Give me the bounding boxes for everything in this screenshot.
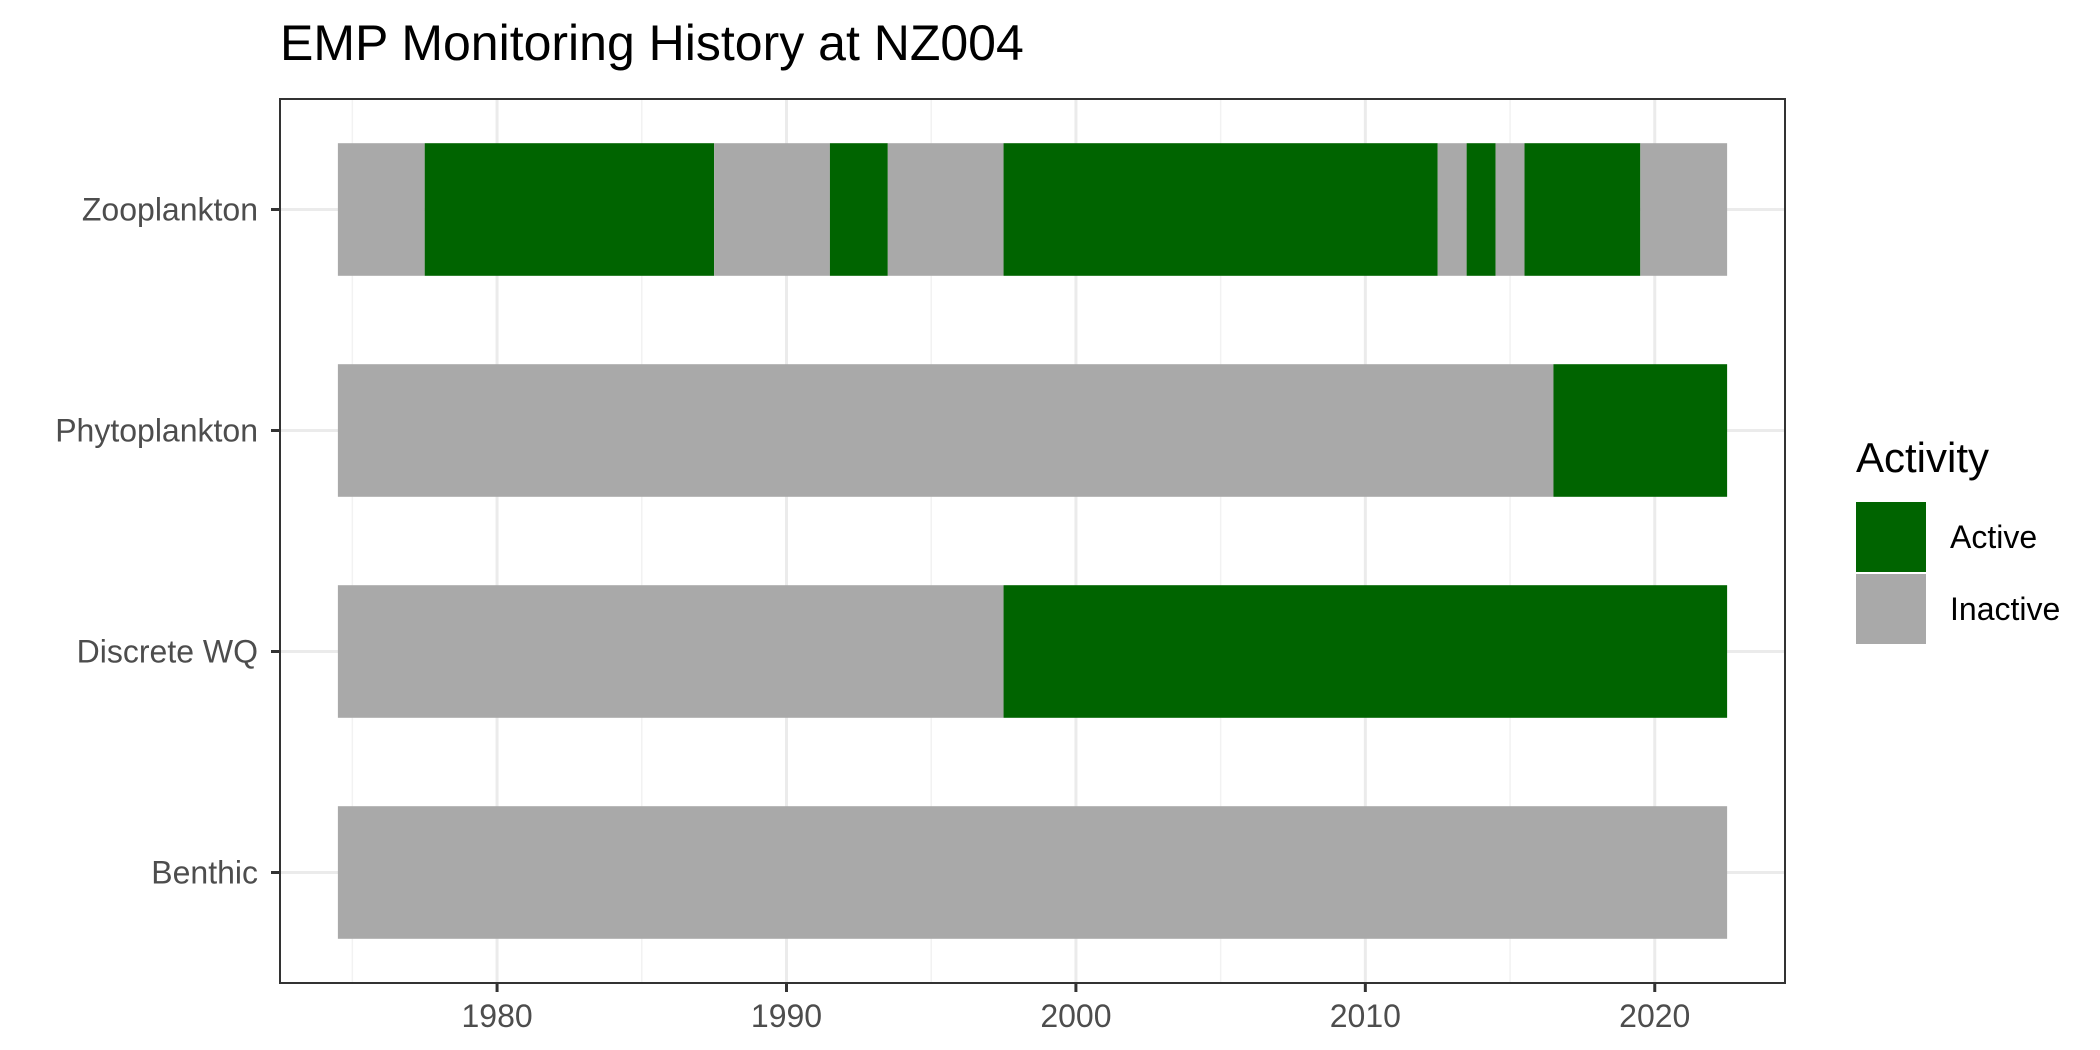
x-tick-label: 2000 [1040, 998, 1111, 1034]
y-tick-label: Phytoplankton [55, 413, 258, 449]
x-tick-label: 1980 [461, 998, 532, 1034]
legend-label: Active [1950, 519, 2037, 555]
plot-panel [279, 98, 1786, 984]
bar-segment-inactive [714, 143, 830, 276]
y-tick-label: Zooplankton [82, 192, 258, 228]
bar-segment-active [1003, 143, 1438, 276]
bar-segment-active [424, 143, 715, 276]
legend-items: Active Inactive [1856, 502, 2060, 644]
bar-segment-active [829, 143, 888, 276]
y-tick-label: Discrete WQ [77, 634, 258, 670]
legend-title: Activity [1856, 434, 1989, 481]
bar-segment-inactive [337, 143, 425, 276]
legend-label: Inactive [1950, 591, 2060, 627]
chart-title: EMP Monitoring History at NZ004 [280, 15, 1024, 71]
bar-segment-inactive [337, 806, 1728, 939]
bar-segment-inactive [1437, 143, 1467, 276]
bar-segment-inactive [337, 364, 1554, 497]
x-tick-label: 2010 [1330, 998, 1401, 1034]
bar-segment-inactive [887, 143, 1004, 276]
bar-segment-active [1466, 143, 1496, 276]
legend: Activity Active Inactive [1856, 434, 2060, 644]
bar-segment-inactive [337, 585, 1004, 718]
legend-key-inactive [1856, 574, 1926, 644]
bar-segment-inactive [1495, 143, 1525, 276]
legend-key-active [1856, 502, 1926, 572]
bar-segment-inactive [1640, 143, 1728, 276]
bar-segment-active [1524, 143, 1641, 276]
y-tick-label: Benthic [151, 855, 258, 891]
x-axis: 1980 1990 2000 2010 2020 [461, 983, 1690, 1034]
bar-segment-active [1553, 364, 1728, 497]
y-axis: Zooplankton Phytoplankton Discrete WQ Benth… [55, 192, 280, 891]
bars [337, 143, 1728, 939]
panel-border [279, 98, 1786, 984]
x-tick-label: 2020 [1619, 998, 1690, 1034]
x-tick-label: 1990 [751, 998, 822, 1034]
bar-segment-active [1003, 585, 1728, 718]
